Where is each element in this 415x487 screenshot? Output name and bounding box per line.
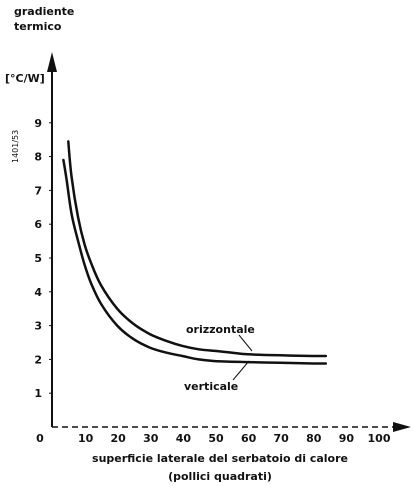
y-tick-label: 2 bbox=[34, 353, 42, 366]
y-tick-label: 7 bbox=[34, 184, 42, 197]
ylabel-line-1: gradiente bbox=[14, 5, 74, 18]
y-tick-label: 6 bbox=[34, 218, 42, 231]
x-tick-label: 50 bbox=[208, 432, 224, 445]
series-label-orizzontale: orizzontale bbox=[186, 323, 255, 336]
x-axis-arrowhead bbox=[393, 422, 411, 432]
leader-orizzontale bbox=[239, 335, 252, 351]
x-tick-label: 70 bbox=[274, 432, 290, 445]
y-tick-label: 8 bbox=[34, 151, 42, 164]
xlabel-line-2: (pollici quadrati) bbox=[168, 470, 272, 483]
x-tick-label: 0 bbox=[36, 432, 44, 445]
x-tick-label: 80 bbox=[306, 432, 322, 445]
y-unit: [°C/W] bbox=[5, 72, 45, 85]
x-tick-label: 60 bbox=[241, 432, 257, 445]
x-tick-label: 40 bbox=[176, 432, 192, 445]
x-tick-label: 90 bbox=[339, 432, 355, 445]
leader-verticale bbox=[233, 361, 249, 380]
y-tick-label: 3 bbox=[34, 320, 42, 333]
y-axis-arrowhead bbox=[47, 52, 57, 72]
y-tick-label: 1 bbox=[34, 387, 42, 400]
x-tick-label: 30 bbox=[143, 432, 159, 445]
x-tick-label: 10 bbox=[78, 432, 94, 445]
x-tick-label: 20 bbox=[111, 432, 127, 445]
side-code: 1401/53 bbox=[11, 130, 20, 163]
series-label-verticale: verticale bbox=[184, 380, 238, 393]
xlabel-line-1: superficie laterale del serbatoio di cal… bbox=[92, 452, 348, 465]
y-tick-label: 4 bbox=[34, 286, 42, 299]
x-tick-label: 100 bbox=[368, 432, 391, 445]
y-tick-label: 5 bbox=[34, 252, 42, 265]
y-tick-label: 9 bbox=[34, 117, 42, 130]
ylabel-line-2: termico bbox=[14, 20, 62, 33]
